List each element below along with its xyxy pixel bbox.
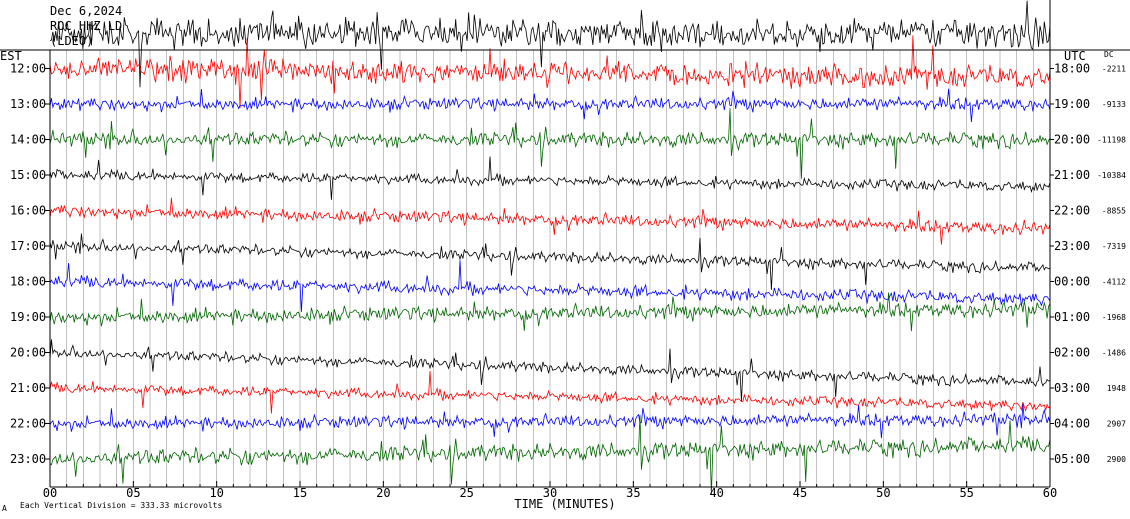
utc-hour-label: 04:00 [1054,417,1090,431]
utc-hour-label: 23:00 [1054,239,1090,253]
est-hour-label: 16:00 [10,204,46,218]
trace-line [49,233,1051,290]
est-axis-title: EST [0,49,22,63]
dc-offset-label: 2907 [1107,420,1126,429]
x-tick-label: 05 [126,486,140,500]
dc-offset-label: -1486 [1102,349,1126,358]
utc-hour-label: 05:00 [1054,452,1090,466]
plot-frame [0,0,1130,488]
dc-offset-label: -1968 [1102,313,1126,322]
utc-hour-label: 22:00 [1054,204,1090,218]
dc-column-title: DC [1104,50,1114,59]
trace-line [49,292,1051,332]
est-hour-label: 22:00 [10,417,46,431]
station-channel: ROC HHZ LD [50,19,123,33]
utc-hour-label: 02:00 [1054,346,1090,360]
trace-line [49,370,1051,414]
utc-hour-label: 21:00 [1054,168,1090,182]
utc-hour-label: 18:00 [1054,62,1090,76]
minute-gridlines [66,50,1034,487]
utc-hour-label: 20:00 [1054,133,1090,147]
est-hour-label: 19:00 [10,310,46,324]
trace-line [49,339,1051,402]
x-tick-label: 15 [293,486,307,500]
x-tick-label: 00 [43,486,57,500]
utc-hour-label: 19:00 [1054,97,1090,111]
x-tick-label: 55 [959,486,973,500]
est-hour-label: 15:00 [10,168,46,182]
est-hour-label: 18:00 [10,275,46,289]
utc-hour-label: 01:00 [1054,310,1090,324]
trace-line [49,0,1051,88]
est-hour-label: 23:00 [10,452,46,466]
x-tick-label: 25 [459,486,473,500]
est-hour-label: 12:00 [10,62,46,76]
dc-offset-label: -10384 [1097,171,1126,180]
x-tick-label: 50 [876,486,890,500]
trace-line [49,403,1051,439]
x-tick-label: 30 [543,486,557,500]
dc-offset-label: -4112 [1102,278,1126,287]
utc-axis-title: UTC [1064,49,1086,63]
x-tick-label: 60 [1043,486,1057,500]
dc-offset-label: 1948 [1107,384,1126,393]
x-tick-label: 40 [709,486,723,500]
trace-line [49,156,1051,200]
dc-offset-label: -2211 [1102,65,1126,74]
x-tick-label: 20 [376,486,390,500]
trace-line [49,260,1051,312]
x-tick-label: 10 [209,486,223,500]
est-hour-label: 21:00 [10,381,46,395]
dc-offset-label: -9133 [1102,100,1126,109]
x-tick-label: 35 [626,486,640,500]
dc-offset-label: 2900 [1107,455,1126,464]
seismic-traces [49,0,1051,495]
dc-offset-label: -11198 [1097,136,1126,145]
x-axis-title: TIME (MINUTES) [514,497,615,511]
est-hour-label: 20:00 [10,346,46,360]
trace-line [49,35,1051,109]
network-name: (LDEO) [50,34,94,48]
record-date: Dec 6,2024 [50,4,123,18]
corner-mark: A [2,504,7,513]
est-hour-label: 13:00 [10,97,46,111]
dc-offset-label: -8855 [1102,207,1126,216]
trace-line [49,88,1051,123]
trace-line [49,197,1051,245]
utc-hour-label: 03:00 [1054,381,1090,395]
axis-labels: 12:00 18:00 -2211 13:00 19:00 -9133 14:00 20:00… [0,49,1126,513]
utc-hour-label: 00:00 [1054,275,1090,289]
x-tick-label: 45 [793,486,807,500]
trace-line [49,108,1051,179]
scale-note: Each Vertical Division = 333.33 microvol… [20,501,222,510]
est-hour-label: 17:00 [10,239,46,253]
dc-offset-label: -7319 [1102,242,1126,251]
trace-line [49,414,1051,495]
est-hour-label: 14:00 [10,133,46,147]
